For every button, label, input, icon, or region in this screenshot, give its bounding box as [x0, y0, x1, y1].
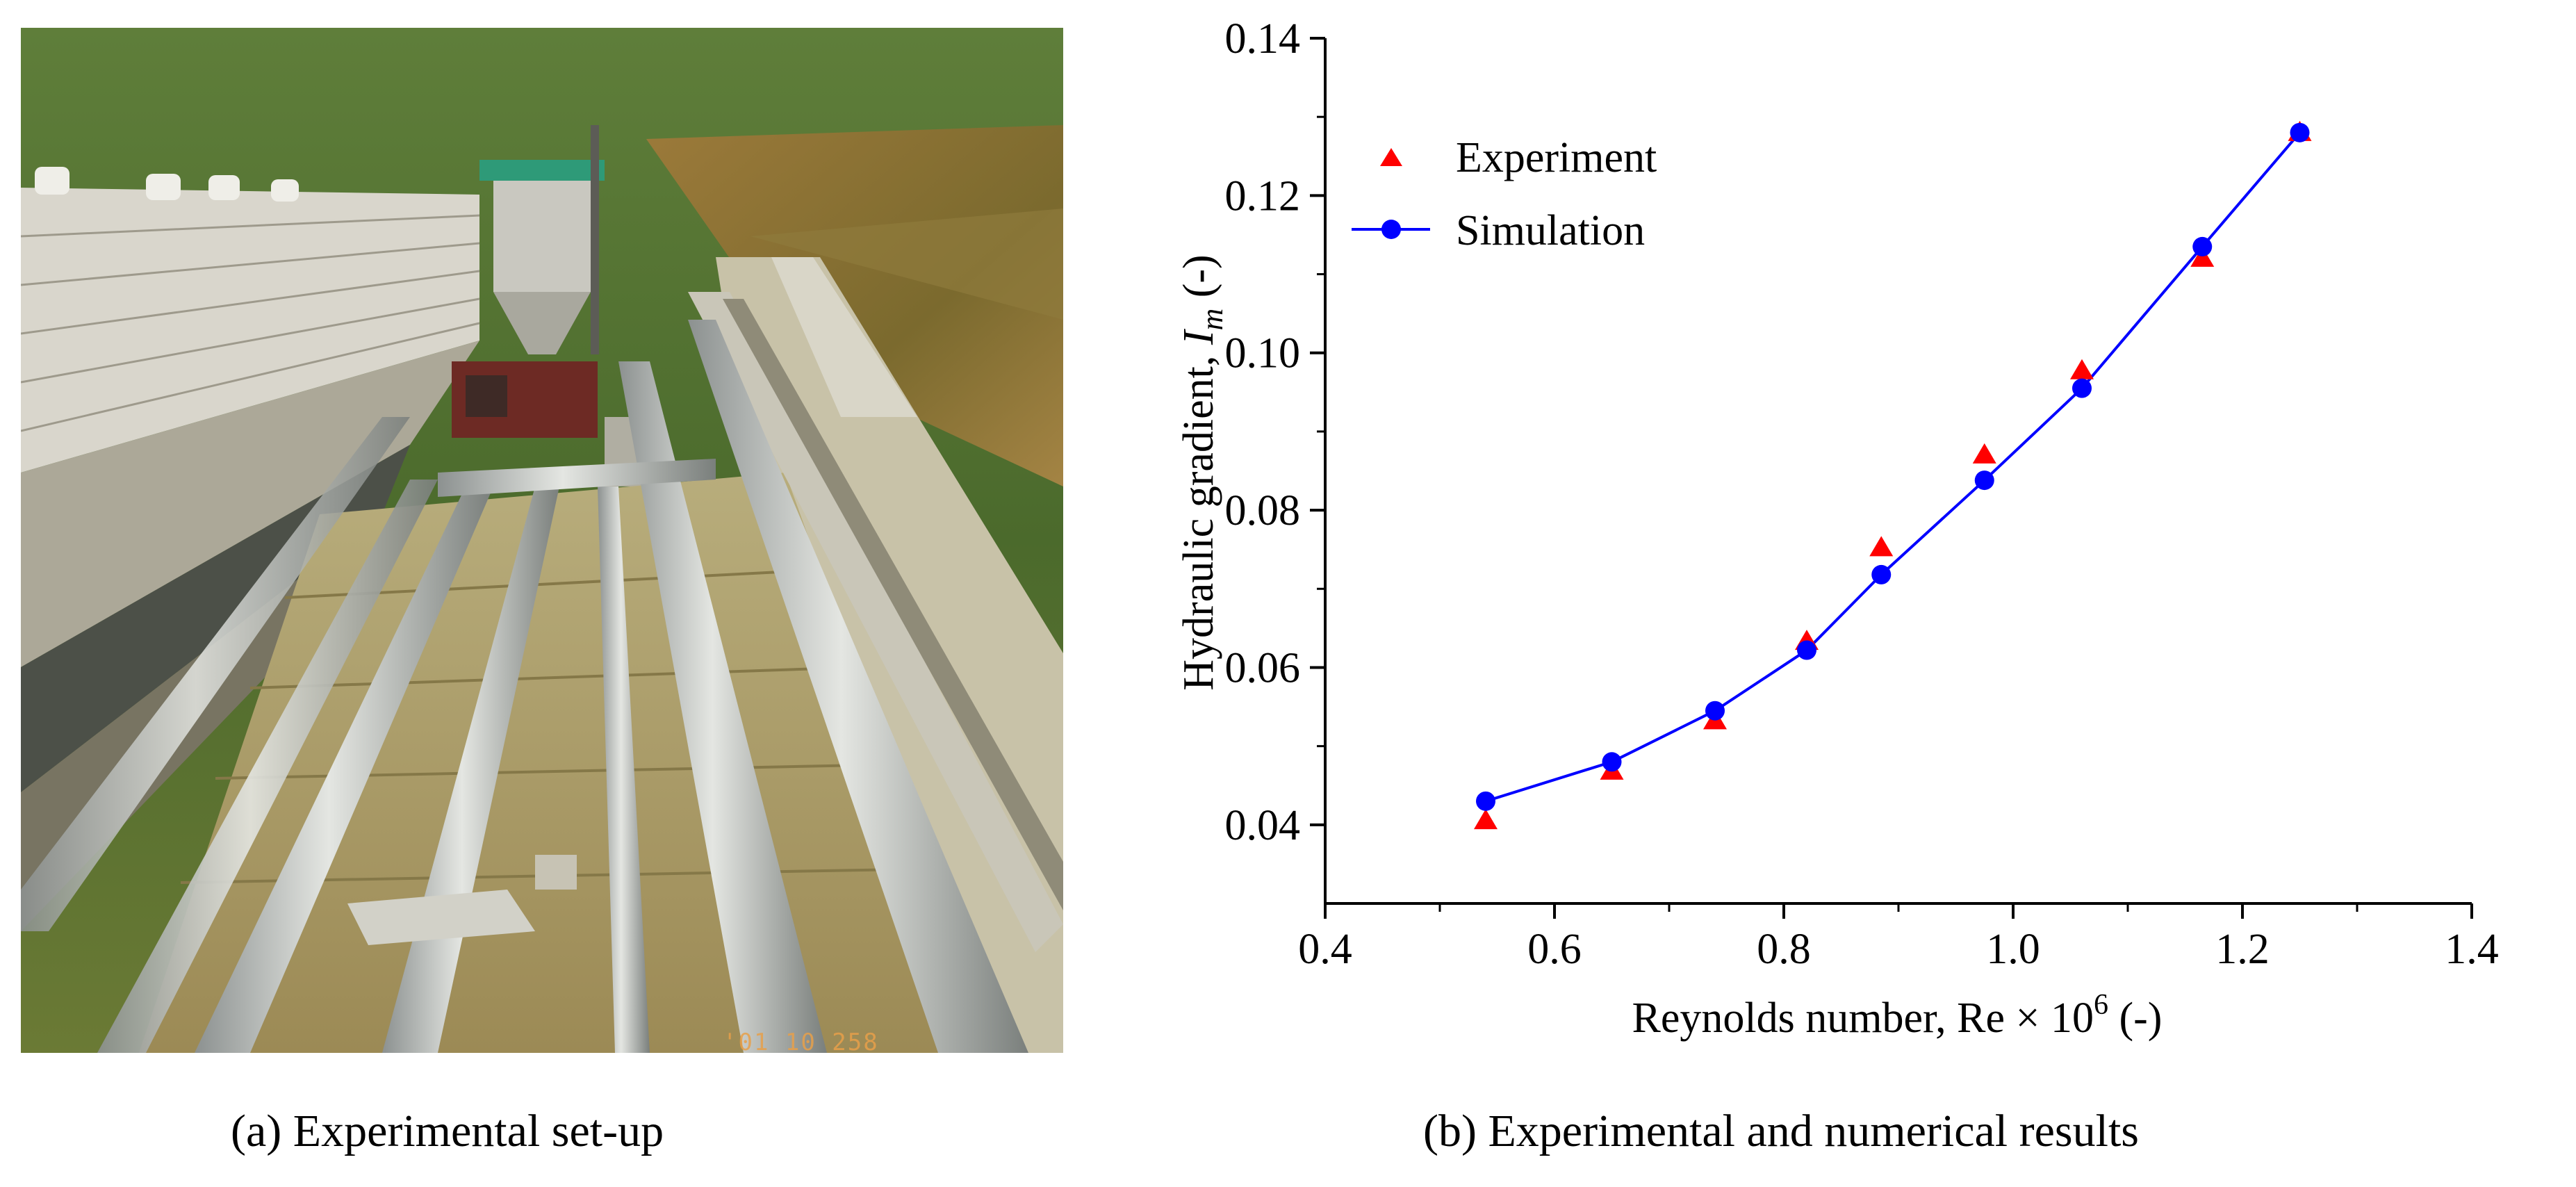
y-axis-title-subscript: m — [1195, 309, 1229, 331]
y-axis-title-symbol: I — [1175, 328, 1222, 345]
simulation-point — [2290, 122, 2310, 142]
simulation-point — [1705, 701, 1725, 721]
y-axis-title-text: Hydraulic gradient, — [1175, 345, 1222, 691]
simulation-point — [1974, 470, 1994, 491]
x-ticks: 0.4 0.6 0.8 1.0 1.2 1.4 — [1298, 903, 2499, 973]
simulation-point — [1476, 791, 1495, 811]
x-tick-label: 0.6 — [1527, 926, 1582, 973]
simulation-point — [2192, 236, 2213, 256]
x-tick-label: 0.4 — [1298, 926, 1352, 973]
experiment-point — [2190, 246, 2215, 267]
experimental-setup-photo: '01 10 258 — [21, 28, 1063, 1056]
x-tick-label: 1.4 — [2445, 926, 2499, 973]
x-tick-label: 1.0 — [1986, 926, 2040, 973]
legend-simulation-label: Simulation — [1456, 207, 1645, 254]
y-tick-label: 0.12 — [1225, 172, 1301, 220]
series-layer — [1474, 120, 2312, 830]
hydraulic-gradient-chart: 0.4 0.6 0.8 1.0 1.2 1.4 0.040.060.080.100.120… — [1175, 15, 2499, 1042]
y-tick-label: 0.06 — [1225, 644, 1301, 691]
legend-simulation-marker — [1381, 220, 1401, 239]
y-tick-label: 0.08 — [1225, 487, 1301, 534]
chart-panel: 0.4 0.6 0.8 1.0 1.2 1.4 0.04 0.06 0.08 0.10 0.12 0… — [1140, 0, 2576, 1084]
photo-illustration — [21, 28, 1063, 1053]
y-axis-title-suffix: (-) — [1175, 254, 1222, 308]
x-axis-title-suffix: (-) — [2108, 994, 2162, 1042]
y-tick-label: 0.14 — [1225, 15, 1301, 63]
simulation-point — [1797, 640, 1816, 660]
legend-experiment-marker — [1380, 148, 1402, 166]
simulation-point — [2072, 378, 2092, 398]
x-axis-title-text: Reynolds number, Re × 10 — [1632, 994, 2094, 1042]
x-axis-title: Reynolds number, Re × 106 (-) — [1632, 989, 2163, 1042]
simulation-point — [1602, 752, 1622, 772]
y-tick-label: 0.10 — [1225, 330, 1301, 377]
chart-legend: Experiment Simulation — [1352, 134, 1657, 254]
caption-experimental-setup: (a) Experimental set-up — [231, 1106, 664, 1156]
experiment-point — [1869, 536, 1894, 557]
experiment-point — [1474, 809, 1498, 830]
simulation-point — [1871, 564, 1892, 584]
x-axis-title-superscript: 6 — [2094, 989, 2108, 1021]
photo-date-stamp: '01 10 258 — [723, 1029, 879, 1056]
y-tick-label: 0.04 — [1225, 802, 1301, 849]
experiment-point — [1972, 443, 1996, 464]
y-axis-title: Hydraulic gradient, Im (-) — [1175, 254, 1229, 690]
y-ticks: 0.04 0.06 0.08 0.10 0.12 0.14 — [1225, 15, 1325, 849]
x-tick-label: 1.2 — [2215, 926, 2270, 973]
caption-experimental-numerical-results: (b) Experimental and numerical results — [1423, 1106, 2139, 1156]
x-tick-label: 0.8 — [1757, 926, 1811, 973]
legend-experiment-label: Experiment — [1456, 134, 1657, 181]
experiment-point — [2070, 359, 2094, 379]
